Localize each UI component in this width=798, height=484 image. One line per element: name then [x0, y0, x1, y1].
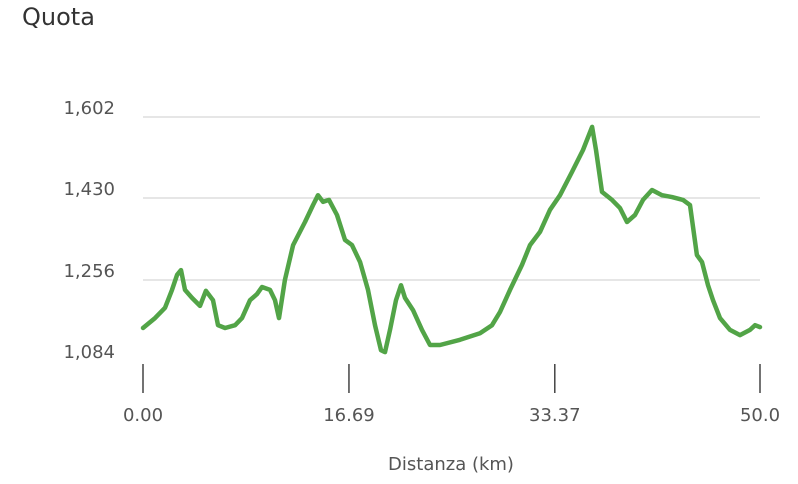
elevation-line — [140, 124, 763, 355]
y-tick-label: 1,256 — [63, 261, 115, 282]
x-axis-label: Distanza (km) — [388, 454, 514, 475]
y-tick-label: 1,084 — [63, 342, 115, 363]
y-tick-label: 1,602 — [63, 98, 115, 119]
x-tick-label: 0.00 — [123, 405, 163, 426]
chart-title: Quota — [22, 3, 95, 31]
y-tick-label: 1,430 — [63, 179, 115, 200]
x-tick-label: 50.0 — [740, 405, 780, 426]
x-tick-label: 33.37 — [529, 405, 581, 426]
x-tick-label: 16.69 — [323, 405, 375, 426]
